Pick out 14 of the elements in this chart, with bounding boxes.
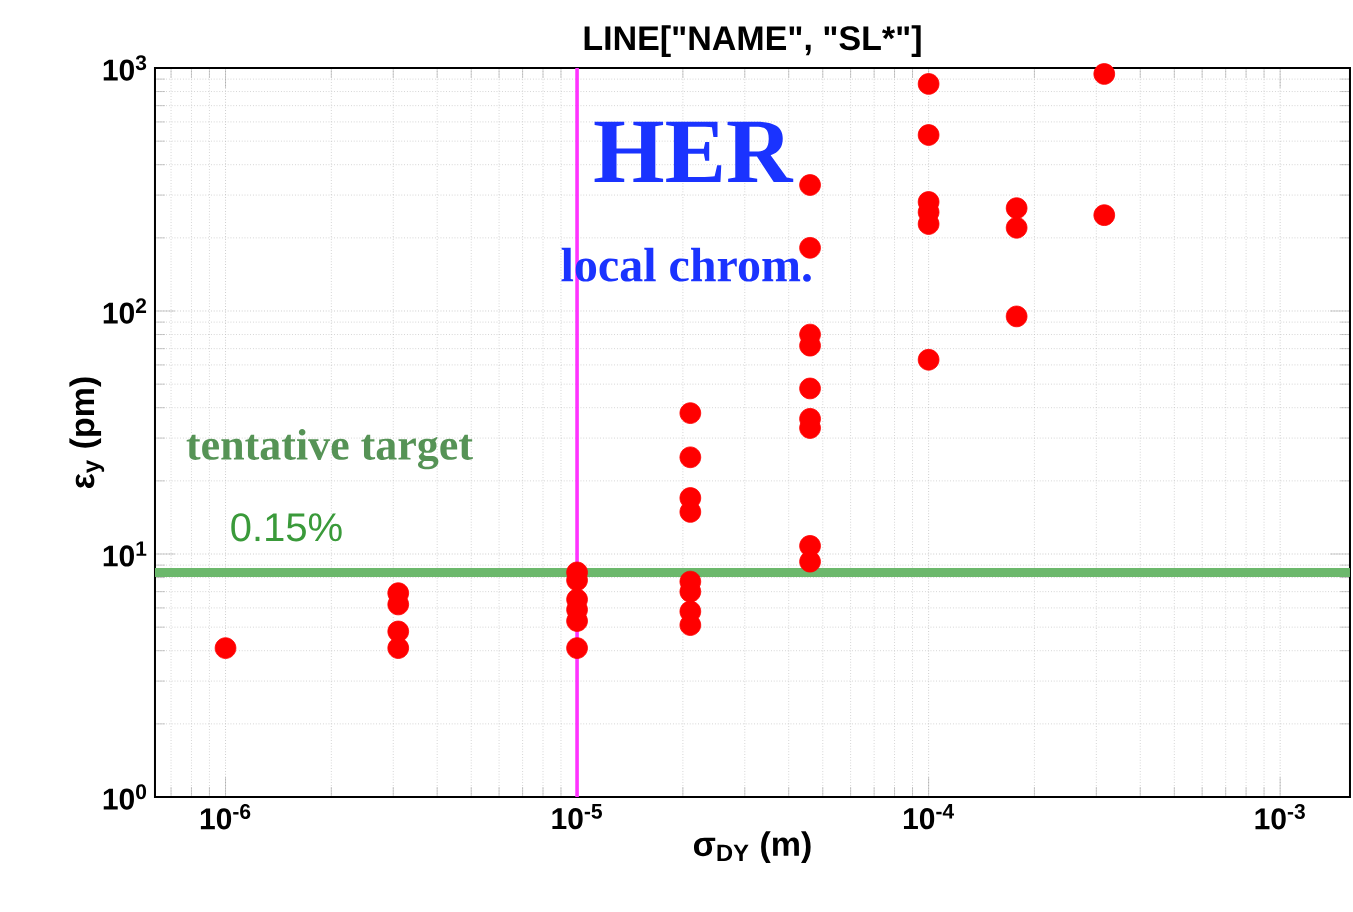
x-axis-title: σ$_{DY}$ (m)	[693, 831, 811, 863]
y-axis-title: ε$_{y}$ (pm)	[69, 377, 105, 488]
x-tick-label: 10$^{-6}$	[200, 804, 251, 830]
x-tick-label: 10$^{-4}$	[903, 804, 954, 830]
annotation: 0.15%	[231, 513, 342, 542]
y-tick-label: 10$^{1}$	[103, 541, 147, 567]
ref-line-label: tentative target	[186, 428, 473, 470]
annotation: HER	[594, 121, 794, 182]
x-tick-label: 10$^{-5}$	[552, 804, 602, 830]
chart-title: LINE["NAME", "SL*"]	[584, 25, 921, 57]
y-tick-label: 10$^{0}$	[103, 784, 147, 810]
x-tick-label: 10$^{-3}$	[1255, 804, 1305, 830]
y-tick-label: 10$^{3}$	[103, 55, 147, 81]
y-tick-label: 10$^{2}$	[103, 298, 147, 324]
